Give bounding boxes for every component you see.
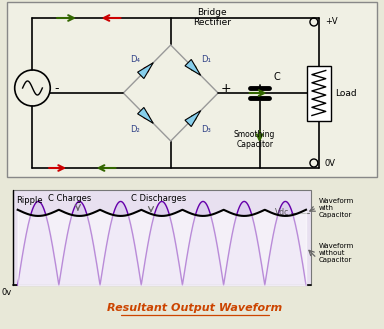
FancyBboxPatch shape xyxy=(307,65,331,120)
Text: C Charges: C Charges xyxy=(48,194,92,203)
Text: C: C xyxy=(273,72,280,82)
Text: Smoothing
Capacitor: Smoothing Capacitor xyxy=(234,130,275,149)
Text: 0v: 0v xyxy=(2,288,12,297)
Polygon shape xyxy=(137,63,153,79)
Text: 0V: 0V xyxy=(325,159,336,167)
Polygon shape xyxy=(185,111,201,127)
Text: Vdc: Vdc xyxy=(275,208,289,217)
Text: D₃: D₃ xyxy=(201,124,211,134)
FancyBboxPatch shape xyxy=(7,2,377,177)
Text: C Discharges: C Discharges xyxy=(131,194,187,203)
Text: D₄: D₄ xyxy=(130,55,140,63)
Text: Resultant Output Waveform: Resultant Output Waveform xyxy=(107,303,282,313)
Text: D₂: D₂ xyxy=(130,124,140,134)
Text: -: - xyxy=(54,83,58,95)
Text: +V: +V xyxy=(325,17,338,27)
Polygon shape xyxy=(185,60,201,75)
Text: Waveform
with
Capacitor: Waveform with Capacitor xyxy=(319,198,354,218)
Text: Bridge
Rectifier: Bridge Rectifier xyxy=(193,8,231,27)
FancyBboxPatch shape xyxy=(13,190,311,285)
Text: D₁: D₁ xyxy=(201,55,211,63)
Text: +: + xyxy=(221,83,231,95)
Polygon shape xyxy=(137,108,153,123)
Text: Waveform
without
Capacitor: Waveform without Capacitor xyxy=(319,243,354,263)
Text: Ripple: Ripple xyxy=(16,196,42,205)
Text: Load: Load xyxy=(334,89,356,97)
